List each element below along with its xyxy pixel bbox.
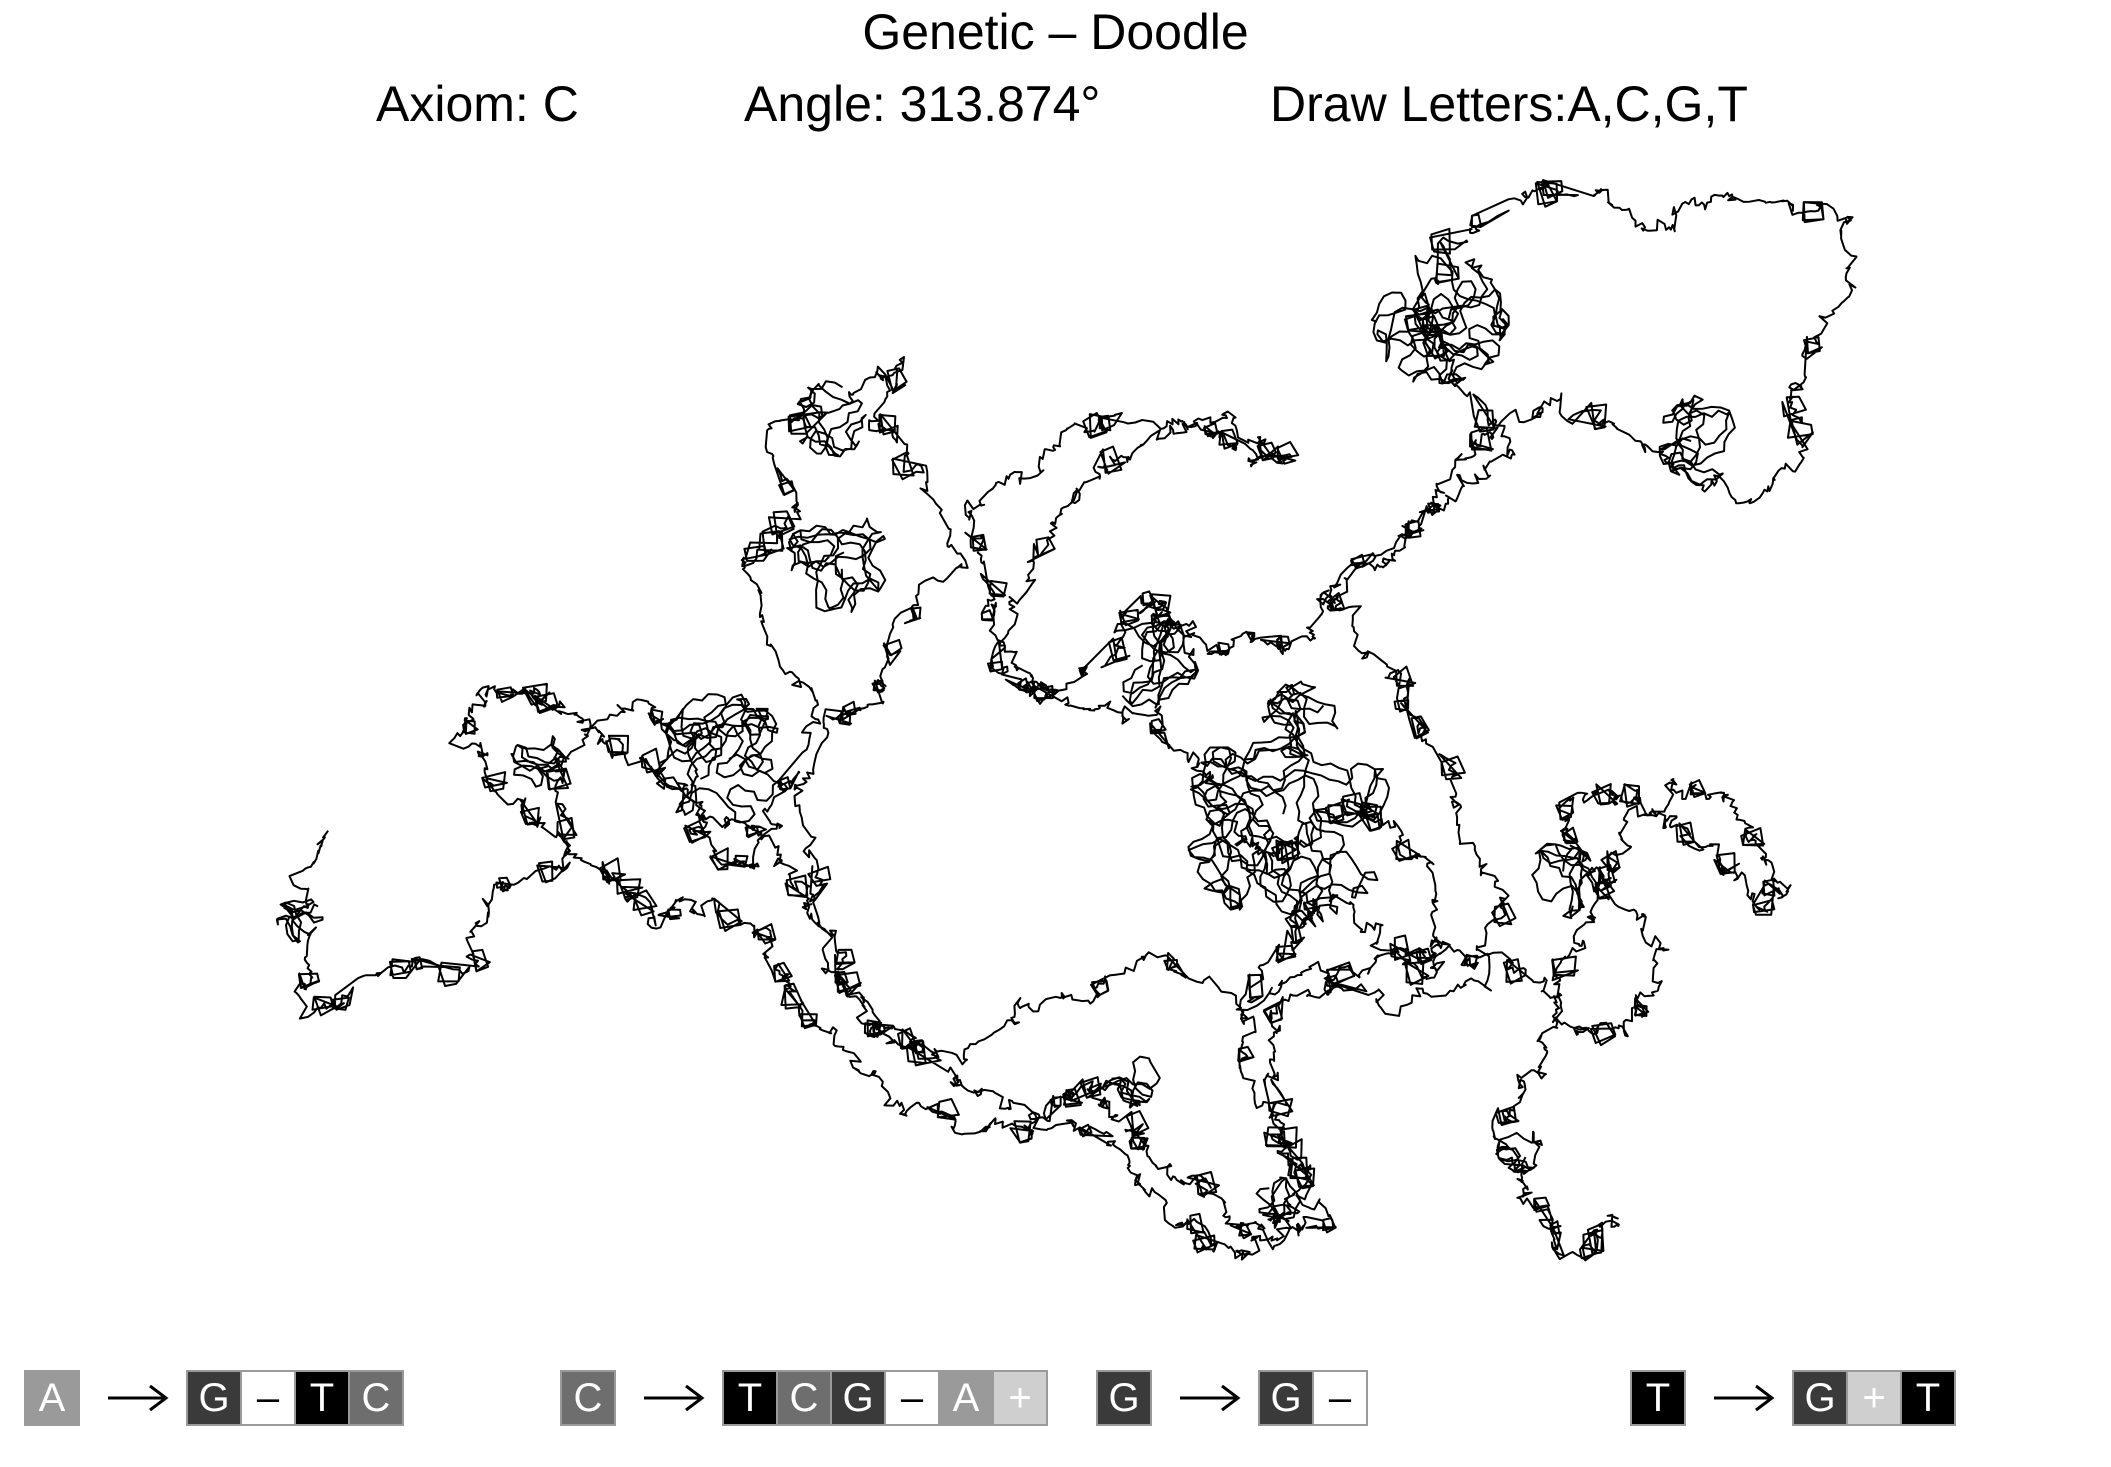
draw-letters-label: Draw Letters:A,C,G,T	[1270, 76, 1748, 132]
rule-target-minus: –	[1312, 1370, 1368, 1426]
angle-label: Angle: 313.874°	[744, 76, 1101, 132]
arrow-right-icon	[108, 1384, 169, 1412]
doodle-cluster-path	[510, 735, 570, 788]
rule-target-plus: +	[1846, 1370, 1902, 1426]
rule-source-c: C	[560, 1370, 616, 1426]
axiom-label: Axiom: C	[376, 76, 579, 132]
doodle-cluster-path	[655, 693, 783, 824]
rule-source-g: G	[1096, 1370, 1152, 1426]
rule-target-a: A	[938, 1370, 994, 1426]
doodle-cluster-path	[1531, 842, 1598, 920]
doodle-main-path	[288, 179, 1858, 1262]
rule-target-minus: –	[240, 1370, 296, 1426]
rule-target-g: G	[1258, 1370, 1314, 1426]
page-title: Genetic – Doodle	[862, 4, 1249, 60]
rule-target-g: G	[186, 1370, 242, 1426]
arrow-right-icon	[1180, 1384, 1241, 1412]
doodle-cluster-path	[1370, 254, 1510, 385]
rule-target-t: T	[722, 1370, 778, 1426]
rule-target-c: C	[348, 1370, 404, 1426]
rule-target-c: C	[776, 1370, 832, 1426]
doodle-cluster-path	[275, 898, 324, 944]
doodle-cluster-path	[1100, 1055, 1161, 1109]
doodle-cluster-path	[1495, 1130, 1543, 1175]
doodle-cluster-path	[1658, 394, 1736, 486]
doodle-cluster-path	[1255, 1176, 1302, 1224]
arrow-right-icon	[644, 1384, 705, 1412]
doodle-cluster-path	[1261, 680, 1339, 759]
rule-target-plus: +	[992, 1370, 1048, 1426]
rule-target-g: G	[1792, 1370, 1848, 1426]
rule-target-t: T	[294, 1370, 350, 1426]
arrow-right-icon	[1714, 1384, 1775, 1412]
doodle-cluster-path	[790, 380, 867, 458]
rule-target-t: T	[1900, 1370, 1956, 1426]
rule-source-a: A	[24, 1370, 80, 1426]
rule-target-minus: –	[884, 1370, 940, 1426]
rule-source-t: T	[1630, 1370, 1686, 1426]
doodle-cluster-path	[1187, 709, 1390, 929]
rule-target-g: G	[830, 1370, 886, 1426]
doodle-cluster-path	[786, 517, 887, 613]
doodle-cluster-path	[1113, 611, 1200, 709]
